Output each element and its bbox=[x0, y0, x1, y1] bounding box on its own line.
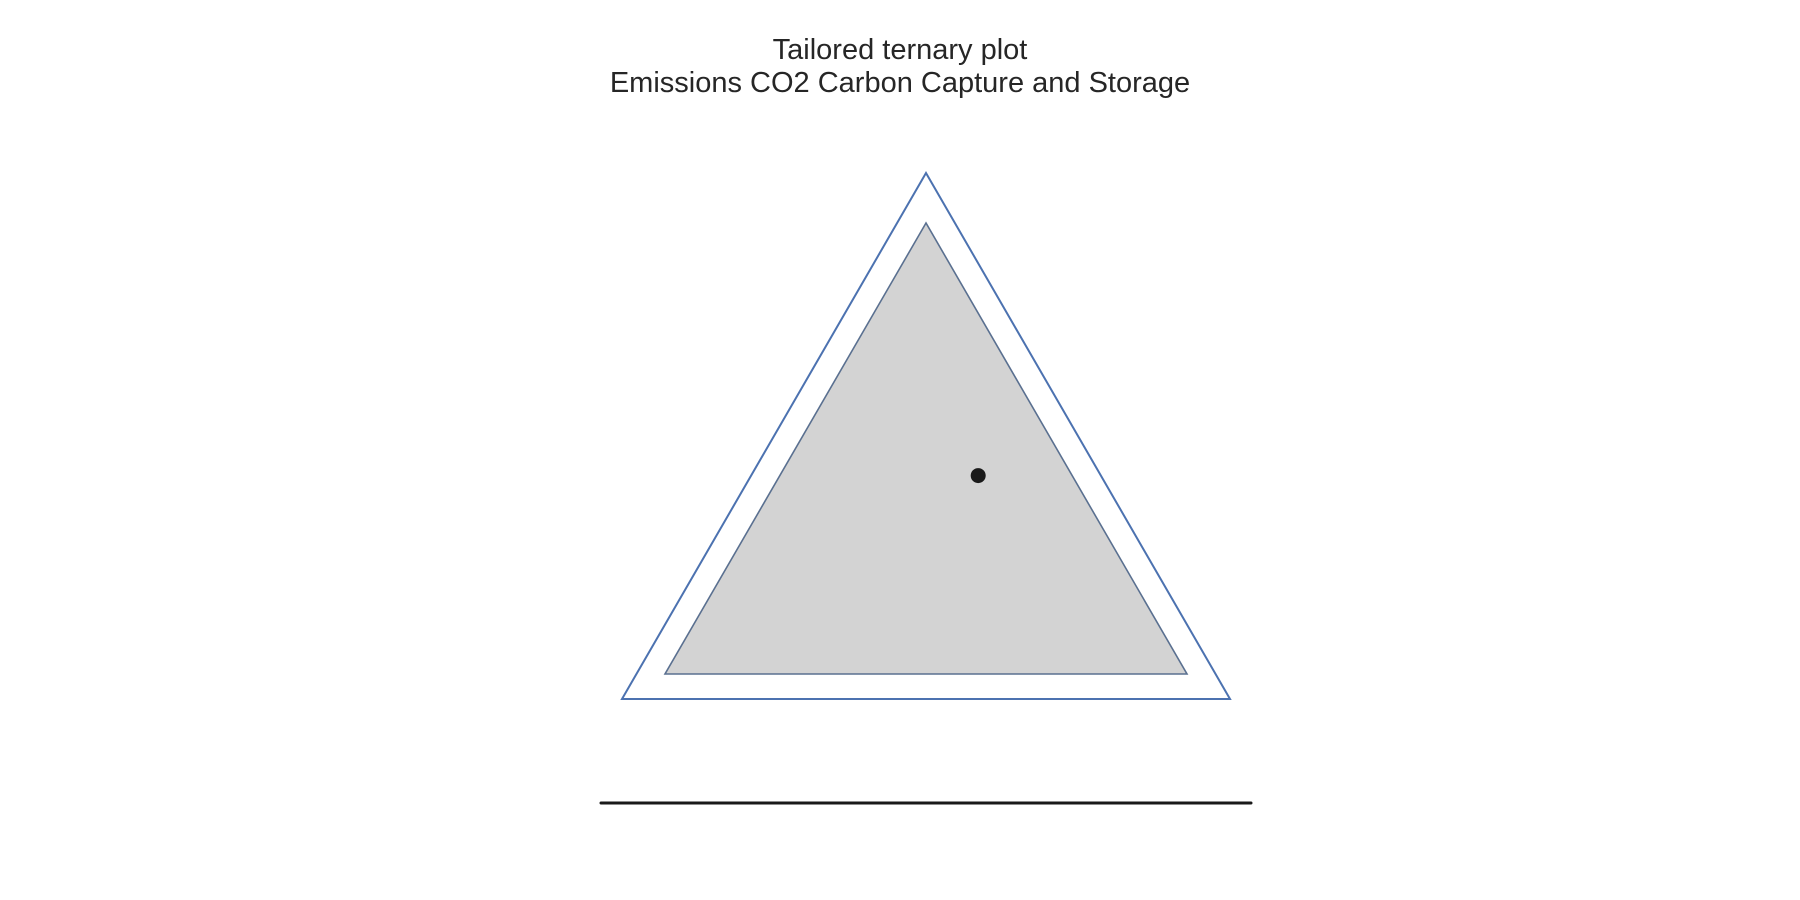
outer-triangle-frame bbox=[620, 171, 1232, 700]
inner-triangle-region bbox=[663, 221, 1189, 675]
chart-title-line-1: Tailored ternary plot bbox=[772, 34, 1028, 66]
chart-title: Tailored ternary plot Emissions CO2 Carb… bbox=[0, 34, 1800, 100]
chart-subtitle-line-2: Emissions CO2 Carbon Capture and Storage bbox=[609, 67, 1191, 99]
data-point-1 bbox=[970, 468, 986, 484]
data-points bbox=[970, 468, 986, 484]
